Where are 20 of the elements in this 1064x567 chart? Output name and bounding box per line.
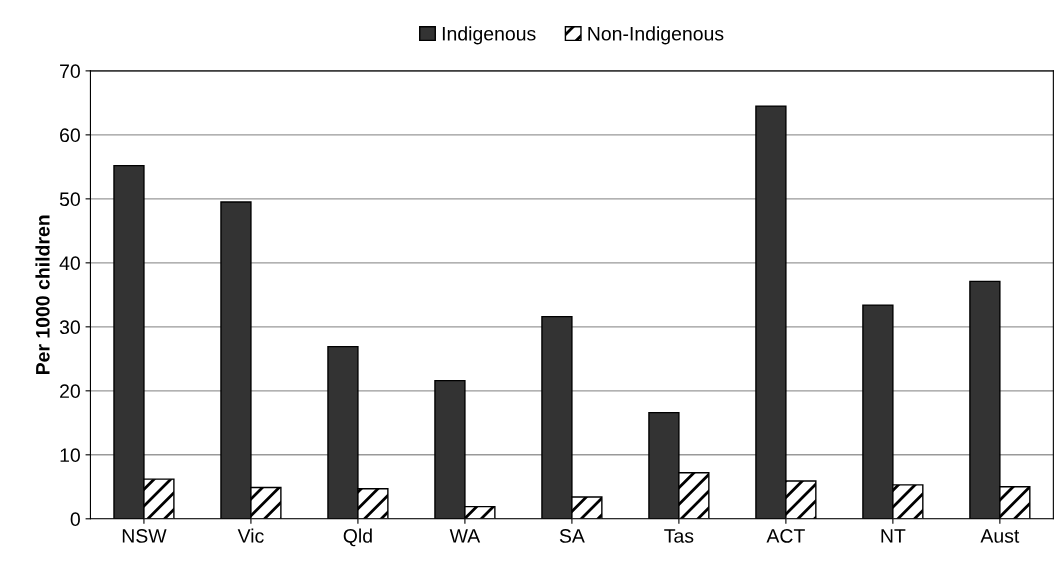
y-tick-label: 60 — [60, 128, 80, 143]
y-tick-label: 50 — [59, 192, 80, 207]
y-axis-title: Per 1000 children — [35, 215, 50, 375]
x-tick-label: Tas — [664, 529, 694, 543]
y-tick-label: 0 — [70, 512, 80, 527]
x-tick-label: ACT — [766, 529, 805, 543]
legend-label: Indigenous — [442, 26, 536, 45]
y-tick-label: 10 — [60, 448, 80, 463]
legend-label: Non-Indigenous — [588, 26, 724, 45]
x-tick-label: Qld — [343, 528, 372, 547]
y-tick-label: 70 — [60, 64, 80, 79]
y-tick-label: 30 — [59, 320, 80, 335]
x-tick-label: WA — [449, 529, 481, 543]
x-tick-label: NT — [881, 529, 906, 543]
x-tick-label: Aust — [980, 529, 1020, 543]
y-tick-label: 40 — [59, 256, 80, 271]
x-tick-label: Vic — [237, 528, 264, 543]
x-tick-label: NSW — [122, 529, 167, 543]
x-tick-label: SA — [559, 529, 585, 543]
y-tick-label: 20 — [60, 384, 80, 399]
